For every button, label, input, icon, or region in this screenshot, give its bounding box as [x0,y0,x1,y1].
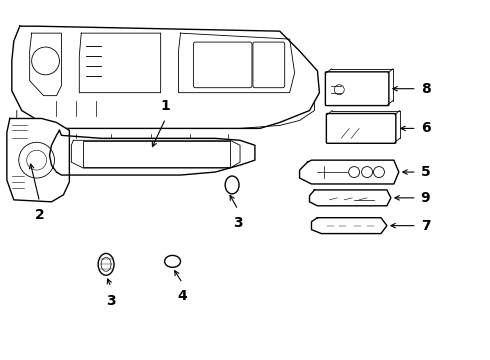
Text: 5: 5 [420,165,430,179]
Text: 4: 4 [177,289,187,303]
Polygon shape [299,160,399,184]
Text: 9: 9 [420,191,430,205]
Text: 2: 2 [35,208,45,222]
Text: 1: 1 [161,99,171,113]
Polygon shape [7,118,70,202]
Polygon shape [312,218,387,234]
Text: 7: 7 [420,219,430,233]
Text: 8: 8 [420,82,430,96]
Text: 3: 3 [106,294,116,308]
Polygon shape [49,130,255,175]
Bar [83,141,230,167]
Polygon shape [310,190,391,206]
Text: 6: 6 [420,121,430,135]
Text: 3: 3 [233,216,243,230]
